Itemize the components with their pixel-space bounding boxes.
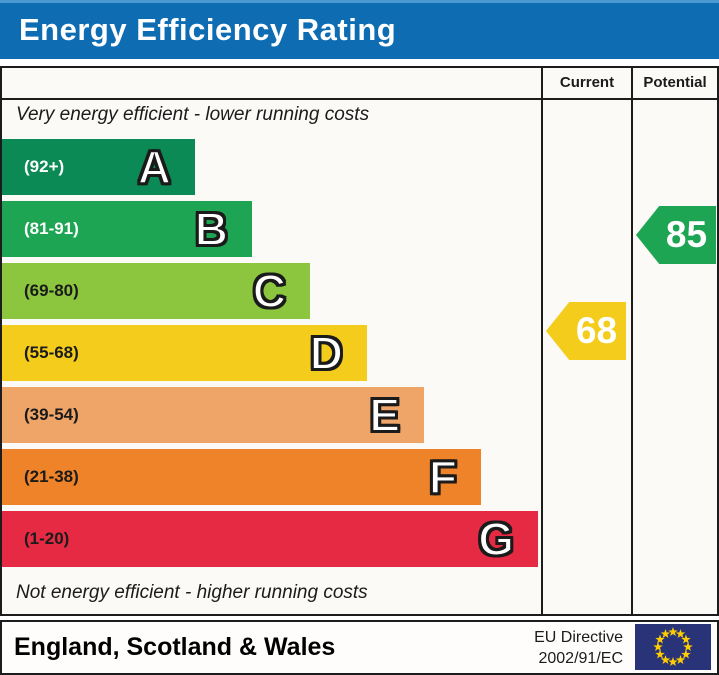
potential-rating-arrow: 85 — [636, 206, 716, 264]
band-range-label: (21-38) — [24, 467, 79, 486]
band-range-label: (39-54) — [24, 405, 79, 424]
potential-rating-value: 85 — [665, 214, 708, 255]
band-row-a: (92+) A — [2, 139, 195, 195]
band-letter: G — [477, 512, 515, 566]
title-bar: Energy Efficiency Rating — [0, 0, 719, 59]
band-letter: F — [428, 450, 458, 504]
column-header-potential: Potential — [643, 74, 707, 91]
current-column-divider — [541, 68, 543, 614]
band-range-label: (55-68) — [24, 343, 79, 362]
band-letter: B — [194, 202, 229, 256]
band-range-label: (1-20) — [24, 529, 70, 548]
region-label: England, Scotland & Wales — [14, 633, 336, 661]
bottom-note: Not energy efficient - higher running co… — [16, 582, 368, 603]
band-row-d: (55-68) D — [2, 325, 367, 381]
potential-column-divider — [631, 68, 633, 614]
band-letter: C — [252, 264, 287, 318]
eu-directive-label: EU Directive 2002/91/EC — [534, 629, 623, 667]
header-divider-line — [2, 98, 717, 100]
current-rating-value: 68 — [575, 310, 618, 351]
current-rating-arrow: 68 — [546, 302, 626, 360]
band-range-label: (92+) — [24, 157, 65, 176]
band-range-label: (81-91) — [24, 219, 79, 238]
band-row-f: (21-38) F — [2, 449, 481, 505]
band-range-label: (69-80) — [24, 281, 79, 300]
band-row-c: (69-80) C — [2, 263, 310, 319]
band-letter: E — [368, 388, 401, 442]
rating-table: Current Potential Very energy efficient … — [0, 66, 719, 616]
page-title: Energy Efficiency Rating — [19, 12, 397, 47]
band-letter: D — [309, 326, 344, 380]
band-letter: A — [137, 140, 172, 194]
column-header-current: Current — [559, 74, 615, 91]
footer: England, Scotland & Wales EU Directive 2… — [0, 620, 719, 675]
top-note: Very energy efficient - lower running co… — [16, 104, 370, 125]
band-row-e: (39-54) E — [2, 387, 424, 443]
eu-flag-icon — [635, 624, 711, 670]
band-row-b: (81-91) B — [2, 201, 252, 257]
band-row-g: (1-20) G — [2, 511, 538, 567]
